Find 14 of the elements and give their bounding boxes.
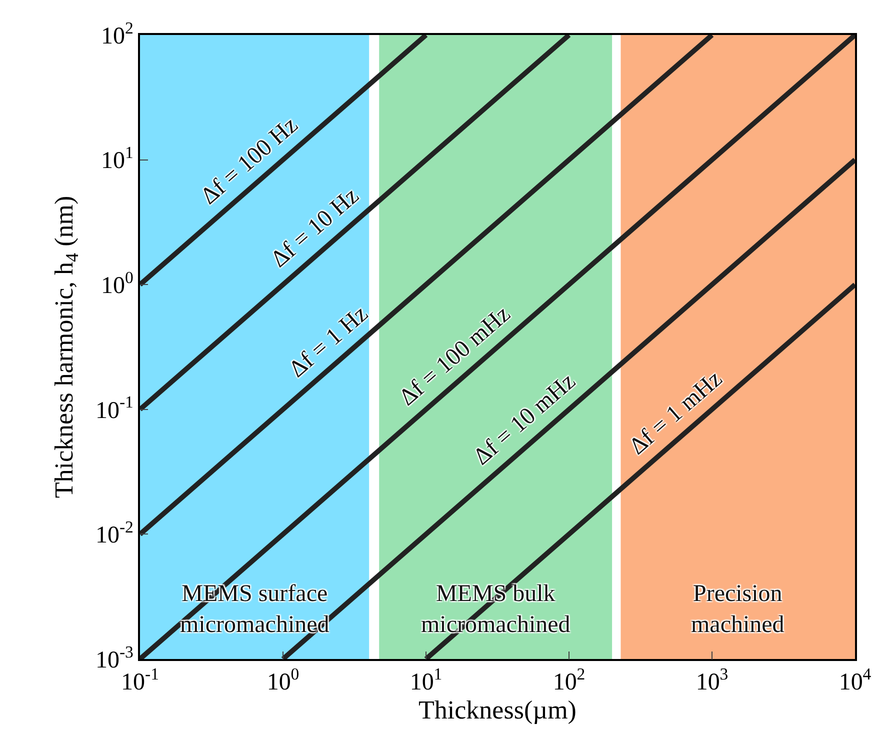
x-tick-label: 10$^{2}$ bbox=[552, 664, 586, 696]
y-tick-label: 10$^{1}$ bbox=[101, 143, 134, 174]
y-tick-label: 10$^{-2}$ bbox=[95, 518, 134, 549]
band-label: Precision machined bbox=[691, 581, 784, 638]
y-tick-label: 10$^{-1}$ bbox=[95, 392, 134, 424]
x-tick-label: 10$^{4}$ bbox=[838, 664, 872, 696]
y-tick-label: 10$^{2}$ bbox=[101, 18, 134, 50]
y-tick-label: 10$^{0}$ bbox=[101, 268, 134, 299]
x-tick-label: 10$^{3}$ bbox=[696, 664, 728, 696]
x-axis-title: Thickness(µm) bbox=[418, 696, 576, 725]
annotation: Δf = 1 mHz bbox=[624, 366, 728, 460]
annotation: Δf = 1 Hz bbox=[284, 300, 374, 383]
x-tick-label: 10$^{1}$ bbox=[410, 664, 442, 696]
x-tick-label: 10$^{0}$ bbox=[266, 664, 300, 696]
